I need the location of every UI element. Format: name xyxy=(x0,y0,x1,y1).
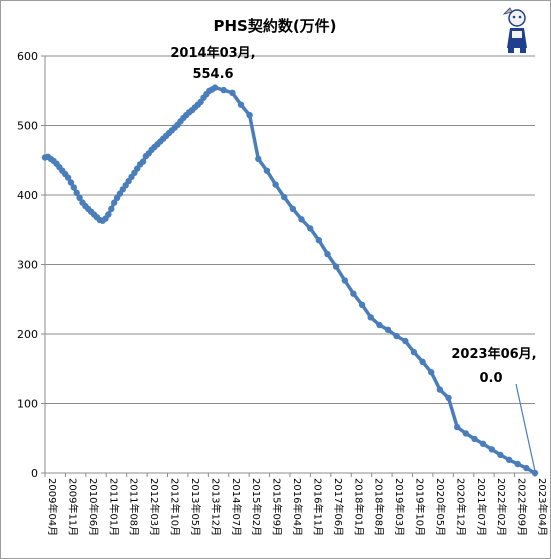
data-point xyxy=(298,216,305,223)
y-tick-label: 0 xyxy=(31,467,38,480)
x-tick-label: 2009年11月 xyxy=(66,478,79,536)
y-tick-label: 600 xyxy=(17,50,38,63)
data-point xyxy=(307,225,314,232)
x-tick-label: 2011年01月 xyxy=(107,478,120,536)
data-point xyxy=(341,277,348,284)
x-tick-label: 2017年06月 xyxy=(332,478,345,536)
x-tick-label: 2022年09月 xyxy=(516,478,529,536)
data-point xyxy=(428,369,435,376)
data-point xyxy=(67,179,75,186)
data-point xyxy=(419,358,426,365)
data-point xyxy=(410,348,418,356)
x-tick-label: 2023年04月 xyxy=(536,478,549,536)
x-tick-label: 2015年02月 xyxy=(250,478,263,536)
data-point xyxy=(324,250,331,258)
data-point xyxy=(315,237,322,244)
data-point xyxy=(531,469,539,477)
x-tick-label: 2016年04月 xyxy=(291,478,304,536)
data-point xyxy=(523,464,530,472)
data-point xyxy=(272,181,279,188)
data-point xyxy=(514,460,521,468)
annotations: 2014年03月, 554.6 2023年06月, 0.0 xyxy=(170,45,537,472)
data-point xyxy=(393,332,400,340)
peak-annotation-date: 2014年03月, xyxy=(170,45,255,61)
y-tick-label: 300 xyxy=(17,259,38,272)
data-point xyxy=(263,167,271,174)
data-point xyxy=(332,263,340,270)
x-tick-label: 2018年08月 xyxy=(373,478,386,536)
series-layer xyxy=(41,84,539,477)
data-point xyxy=(255,155,262,163)
x-tick-label: 2021年07月 xyxy=(475,478,488,536)
data-point xyxy=(505,456,513,463)
data-point xyxy=(479,440,487,447)
data-point xyxy=(246,111,253,119)
series-line xyxy=(44,85,536,475)
data-point xyxy=(237,101,245,108)
x-tick-label: 2014年07月 xyxy=(230,478,243,536)
peak-annotation-value: 554.6 xyxy=(192,67,233,82)
x-tick-label: 2011年08月 xyxy=(128,478,141,536)
data-point xyxy=(64,174,72,181)
chart-title: PHS契約数(万件) xyxy=(213,17,336,35)
data-point xyxy=(281,193,288,201)
annotation-leader-line xyxy=(515,383,536,472)
x-tick-label: 2010年06月 xyxy=(87,478,100,536)
end-annotation-date: 2023年06月, xyxy=(451,346,536,362)
data-point xyxy=(402,337,409,345)
data-point xyxy=(497,451,504,459)
data-point xyxy=(108,205,115,213)
x-tick-label: 2012年03月 xyxy=(148,478,161,536)
x-tick-label: 2019年10月 xyxy=(414,478,427,536)
y-tick-label: 400 xyxy=(17,189,38,202)
data-point xyxy=(73,189,80,197)
data-point xyxy=(70,184,78,191)
x-tick-label: 2018年01月 xyxy=(352,478,365,536)
x-tick-label: 2012年10月 xyxy=(169,478,182,536)
data-point xyxy=(367,314,374,321)
y-tick-label: 100 xyxy=(17,398,38,411)
data-point xyxy=(384,326,392,333)
x-tick-label: 2013年12月 xyxy=(209,478,222,536)
data-point xyxy=(471,435,478,443)
y-axis: 0 100 200 300 400 500 600 xyxy=(17,50,46,480)
data-point xyxy=(376,321,383,329)
x-tick-label: 2013年05月 xyxy=(189,478,202,536)
data-point xyxy=(229,89,236,97)
x-axis: 2009年04月 2009年11月 2010年06月 2011年01月 2011年08月… xyxy=(44,472,549,536)
data-point xyxy=(111,199,118,206)
data-point xyxy=(436,386,444,393)
end-annotation-value: 0.0 xyxy=(479,371,502,386)
x-tick-label: 2019年03月 xyxy=(393,478,406,536)
y-tick-label: 500 xyxy=(17,120,38,133)
data-point xyxy=(220,86,227,94)
data-point xyxy=(350,290,357,297)
data-point xyxy=(76,194,83,201)
data-point xyxy=(462,430,469,437)
mascot-logo xyxy=(502,7,527,53)
gridlines xyxy=(45,55,535,404)
y-tick-label: 200 xyxy=(17,328,38,341)
data-point xyxy=(358,301,366,308)
x-tick-label: 2009年04月 xyxy=(46,478,59,536)
data-point xyxy=(105,211,112,218)
data-point xyxy=(139,158,147,165)
data-point xyxy=(454,423,461,431)
x-tick-label: 2022年02月 xyxy=(495,478,508,536)
x-tick-label: 2015年09月 xyxy=(271,478,284,536)
x-tick-label: 2020年12月 xyxy=(454,478,467,536)
x-tick-label: 2020年05月 xyxy=(434,478,447,536)
x-tick-label: 2016年11月 xyxy=(311,478,324,536)
data-point xyxy=(445,394,452,402)
data-point xyxy=(289,205,297,213)
data-point xyxy=(488,446,495,453)
data-point xyxy=(211,84,219,91)
